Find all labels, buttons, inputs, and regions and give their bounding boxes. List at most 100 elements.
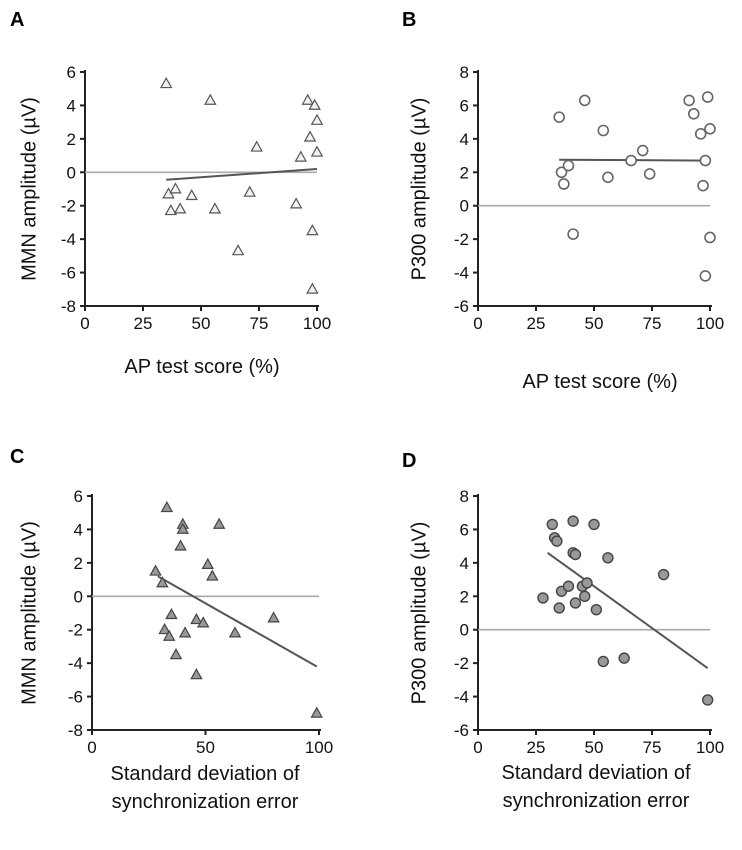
data-point xyxy=(243,185,256,197)
data-point xyxy=(289,197,303,209)
x-tick-label: 100 xyxy=(696,314,724,333)
data-point xyxy=(178,626,192,638)
y-tick-label: -4 xyxy=(68,654,83,673)
x-tick-label: 75 xyxy=(250,314,269,333)
data-point xyxy=(228,626,242,638)
data-point xyxy=(553,111,566,123)
data-point xyxy=(267,611,280,623)
panel-b: B -6 -4 -2 0 2 4 6 8 0 25 50 75 100 P300 amplitude (µV… xyxy=(402,9,724,393)
data-point xyxy=(701,91,714,103)
data-point xyxy=(310,145,324,157)
regression-line xyxy=(547,552,709,669)
x-tick-label: 25 xyxy=(527,314,546,333)
y-tick-label: 2 xyxy=(460,587,469,606)
y-tick-label: -8 xyxy=(61,297,76,316)
y-tick-label: 0 xyxy=(460,621,469,640)
x-tick-label: 50 xyxy=(585,314,604,333)
y-tick-label: -6 xyxy=(61,264,76,283)
data-point xyxy=(555,166,568,179)
y-tick-label: -4 xyxy=(454,264,469,283)
y-tick-label: 6 xyxy=(67,63,76,82)
data-point xyxy=(551,535,563,547)
y-tick-label: 0 xyxy=(460,197,469,216)
y-tick-label: 6 xyxy=(460,520,469,539)
data-point xyxy=(156,576,169,588)
data-point xyxy=(636,144,649,157)
data-point xyxy=(231,244,245,256)
y-tick-label: 8 xyxy=(460,487,469,506)
data-point xyxy=(190,612,203,625)
x-tick-label: 75 xyxy=(643,738,662,757)
panel-label: A xyxy=(10,9,24,31)
y-tick-label: 4 xyxy=(74,520,83,539)
y-tick-label: -6 xyxy=(454,721,469,740)
data-point xyxy=(699,270,712,282)
y-tick-label: 4 xyxy=(67,96,76,115)
data-point xyxy=(602,552,614,564)
data-point xyxy=(174,539,187,551)
data-point xyxy=(176,522,190,534)
data-point xyxy=(201,557,215,569)
data-point xyxy=(558,178,570,190)
x-axis-title: Standard deviation of xyxy=(501,762,690,784)
data-point xyxy=(657,568,670,581)
y-tick-label: -4 xyxy=(61,230,76,249)
data-point xyxy=(578,94,591,107)
data-point xyxy=(306,282,319,294)
x-tick-label: 25 xyxy=(527,738,546,757)
y-tick-label: 4 xyxy=(460,130,469,149)
data-point xyxy=(569,548,582,561)
x-tick-label: 0 xyxy=(87,738,96,757)
x-tick-label: 100 xyxy=(696,738,724,757)
data-point xyxy=(553,602,565,614)
y-tick-label: -2 xyxy=(454,654,469,673)
data-point xyxy=(694,128,707,140)
y-tick-label: -6 xyxy=(454,297,469,316)
data-point xyxy=(597,655,609,668)
data-point xyxy=(165,607,178,620)
y-tick-label: 2 xyxy=(67,130,76,149)
data-point xyxy=(158,622,171,635)
data-point xyxy=(579,590,591,602)
data-point xyxy=(173,202,187,214)
y-tick-label: 6 xyxy=(74,487,83,506)
x-tick-label: 50 xyxy=(196,738,215,757)
y-axis-title: P300 amplitude (µV) xyxy=(408,522,430,705)
data-point xyxy=(301,93,314,105)
x-tick-label: 100 xyxy=(305,738,333,757)
x-tick-label: 100 xyxy=(303,314,331,333)
panel-c: C -8 -6 -4 -2 0 2 4 6 0 50 100 MMN amplitude (µV) Sta… xyxy=(10,446,333,813)
data-point xyxy=(699,154,712,167)
data-point xyxy=(149,564,162,576)
data-point xyxy=(562,159,575,172)
data-point xyxy=(159,76,173,89)
data-point xyxy=(602,171,614,184)
y-tick-label: -2 xyxy=(68,621,83,640)
data-point xyxy=(687,107,700,120)
y-tick-label: -8 xyxy=(68,721,83,740)
data-point xyxy=(212,517,226,529)
x-axis-title: synchronization error xyxy=(112,791,299,813)
y-tick-label: -4 xyxy=(454,688,469,707)
data-point xyxy=(185,188,198,201)
data-point xyxy=(704,123,716,135)
data-point xyxy=(306,224,319,236)
data-point xyxy=(294,150,308,162)
y-tick-label: 0 xyxy=(67,163,76,182)
data-point xyxy=(303,130,317,142)
panel-label: C xyxy=(10,446,24,468)
y-tick-label: 4 xyxy=(460,554,469,573)
data-point xyxy=(588,518,600,531)
data-point xyxy=(537,592,549,604)
y-tick-label: -2 xyxy=(454,230,469,249)
data-point xyxy=(164,203,178,216)
data-point xyxy=(308,98,321,110)
data-point xyxy=(569,597,582,609)
y-tick-label: 2 xyxy=(74,554,83,573)
panel-a: A -8 -6 -4 -2 0 2 4 6 0 25 50 75 100 MMN amplitude (µV… xyxy=(10,9,331,378)
data-point xyxy=(597,124,610,137)
regression-line xyxy=(166,167,318,181)
data-point xyxy=(169,648,183,660)
x-axis-title: AP test score (%) xyxy=(522,371,677,393)
x-tick-label: 25 xyxy=(134,314,153,333)
